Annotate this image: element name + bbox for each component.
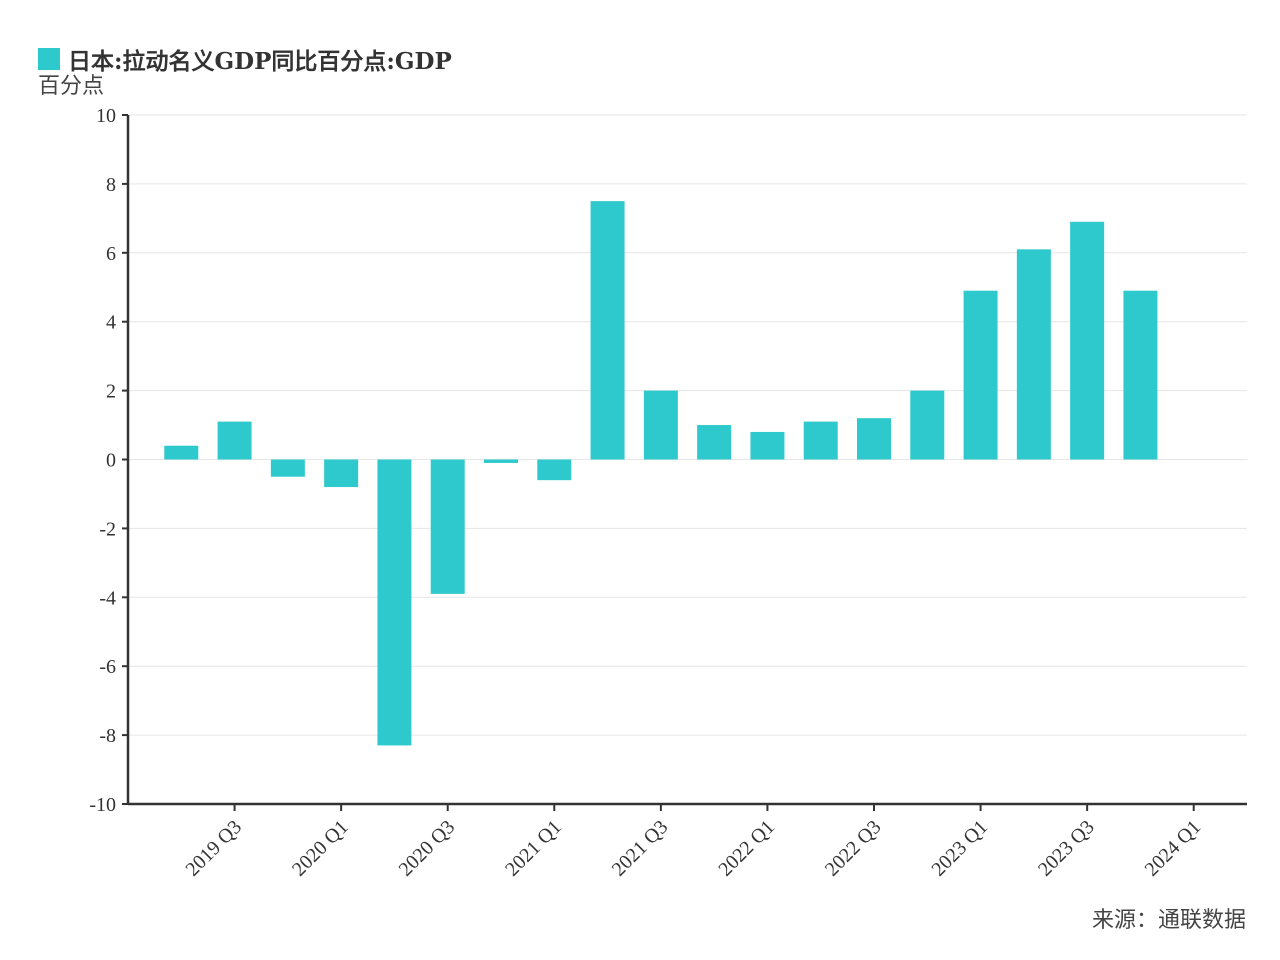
source-note: 来源：通联数据 [1091, 908, 1246, 933]
x-tick-label: 2023 Q3 [1034, 816, 1099, 881]
y-tick-label: -4 [99, 587, 116, 609]
x-tick-label: 2022 Q3 [821, 816, 886, 881]
bar [803, 421, 838, 460]
bar [1123, 290, 1158, 460]
y-tick-label: -2 [99, 518, 116, 540]
bar [910, 390, 945, 460]
x-tick-label: 2024 Q1 [1141, 816, 1206, 881]
bar [1016, 249, 1051, 460]
x-tick-label: 2021 Q1 [501, 816, 566, 881]
bar [270, 459, 305, 477]
bar [217, 421, 252, 460]
bar [697, 425, 732, 460]
y-tick-label: -8 [99, 725, 116, 747]
legend-label: 日本:拉动名义GDP同比百分点:GDP [68, 48, 452, 75]
legend-swatch [38, 48, 60, 70]
bar [164, 445, 199, 460]
bar [377, 459, 412, 746]
bar [430, 459, 465, 594]
bar [484, 459, 518, 463]
legend: 日本:拉动名义GDP同比百分点:GDP [38, 42, 452, 76]
x-tick-label: 2019 Q3 [181, 816, 246, 881]
y-tick-label: 10 [96, 105, 116, 127]
y-tick-label: 0 [106, 450, 116, 472]
y-tick-label: -10 [89, 794, 116, 816]
x-tick-label: 2021 Q3 [608, 816, 673, 881]
bar [643, 390, 678, 460]
x-tick-label: 2022 Q1 [714, 816, 779, 881]
bar [750, 431, 785, 460]
y-tick-label: -6 [99, 656, 116, 678]
bar [590, 201, 625, 460]
y-tick-label: 8 [106, 174, 116, 196]
bar [537, 459, 572, 481]
y-tick-label: 4 [106, 312, 116, 334]
bar [857, 418, 891, 460]
bar [963, 290, 998, 460]
y-tick-label: 2 [106, 381, 116, 403]
y-tick-label: 6 [106, 243, 116, 265]
y-axis-unit: 百分点 [38, 74, 105, 99]
bar [1070, 221, 1105, 460]
x-tick-label: 2023 Q1 [927, 816, 992, 881]
x-tick-label: 2020 Q1 [288, 816, 353, 881]
bar [324, 459, 359, 488]
x-tick-label: 2020 Q3 [395, 816, 460, 881]
